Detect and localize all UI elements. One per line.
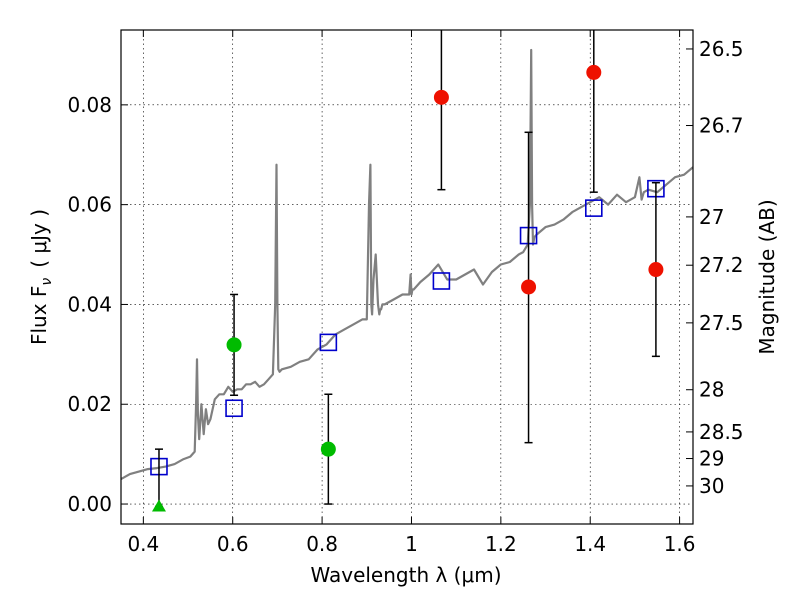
y2-tick-label: 26.5 <box>699 37 744 61</box>
y-tick-label: 0.08 <box>67 93 112 117</box>
upper-limit-point <box>226 337 242 353</box>
x-tick-label: 1.6 <box>664 532 696 556</box>
y2-tick-label: 29 <box>699 447 724 471</box>
x-tick-label: 0.6 <box>217 532 249 556</box>
model-photometry-square <box>584 199 603 217</box>
y-axis-title-subscript: ν <box>39 278 55 286</box>
model-spectrum-line <box>121 48 693 481</box>
model-photometry-square <box>432 272 451 290</box>
y2-axis-title: Magnitude (AB) <box>755 199 779 354</box>
measured-flux-point <box>521 279 537 295</box>
y-tick-label: 0.00 <box>67 492 112 516</box>
model-photometry-square <box>319 333 338 352</box>
plot-frame <box>120 29 694 525</box>
model-photometry-square <box>225 399 243 418</box>
y-tick-label: 0.04 <box>67 292 112 316</box>
x-tick-label: 0.8 <box>306 532 338 556</box>
y2-tick-label: 30 <box>699 474 724 498</box>
y-axis-title-main: Flux F <box>27 286 51 345</box>
y-tick-label: 0.06 <box>67 193 112 217</box>
y-axis-title: Flux Fν ( μJy ) <box>27 209 55 345</box>
measured-flux-point <box>586 64 602 80</box>
upper-limit-point <box>320 441 336 457</box>
grid <box>121 30 693 524</box>
x-tick-label: 1.2 <box>485 532 517 556</box>
y2-tick-label: 27.2 <box>699 253 744 277</box>
y-axis-title-unit: ( μJy ) <box>27 209 51 268</box>
axes: 0.4 0.6 0.8 1 1.2 1.4 1.6 0.00 0.02 0.04 0.06 0.08 2… <box>67 30 744 556</box>
y2-tick-label: 28.5 <box>699 420 744 444</box>
y2-tick-label: 27.5 <box>699 311 744 335</box>
measured-flux-point <box>433 89 449 105</box>
plot-area <box>121 30 693 512</box>
measured-flux-point <box>648 262 664 278</box>
svg-text:Flux Fν( μJy ): Flux Fν ( μJy ) <box>27 209 55 345</box>
x-tick-label: 1.4 <box>574 532 606 556</box>
y2-tick-label: 26.7 <box>699 114 744 138</box>
x-tick-label: 0.4 <box>127 532 159 556</box>
x-axis-title: Wavelength λ (μm) <box>310 563 501 587</box>
y2-tick-label: 27 <box>699 205 724 229</box>
y-tick-label: 0.02 <box>67 392 112 416</box>
y2-tick-label: 28 <box>699 378 724 402</box>
non-detection-triangle <box>151 499 166 512</box>
x-tick-label: 1 <box>405 532 418 556</box>
